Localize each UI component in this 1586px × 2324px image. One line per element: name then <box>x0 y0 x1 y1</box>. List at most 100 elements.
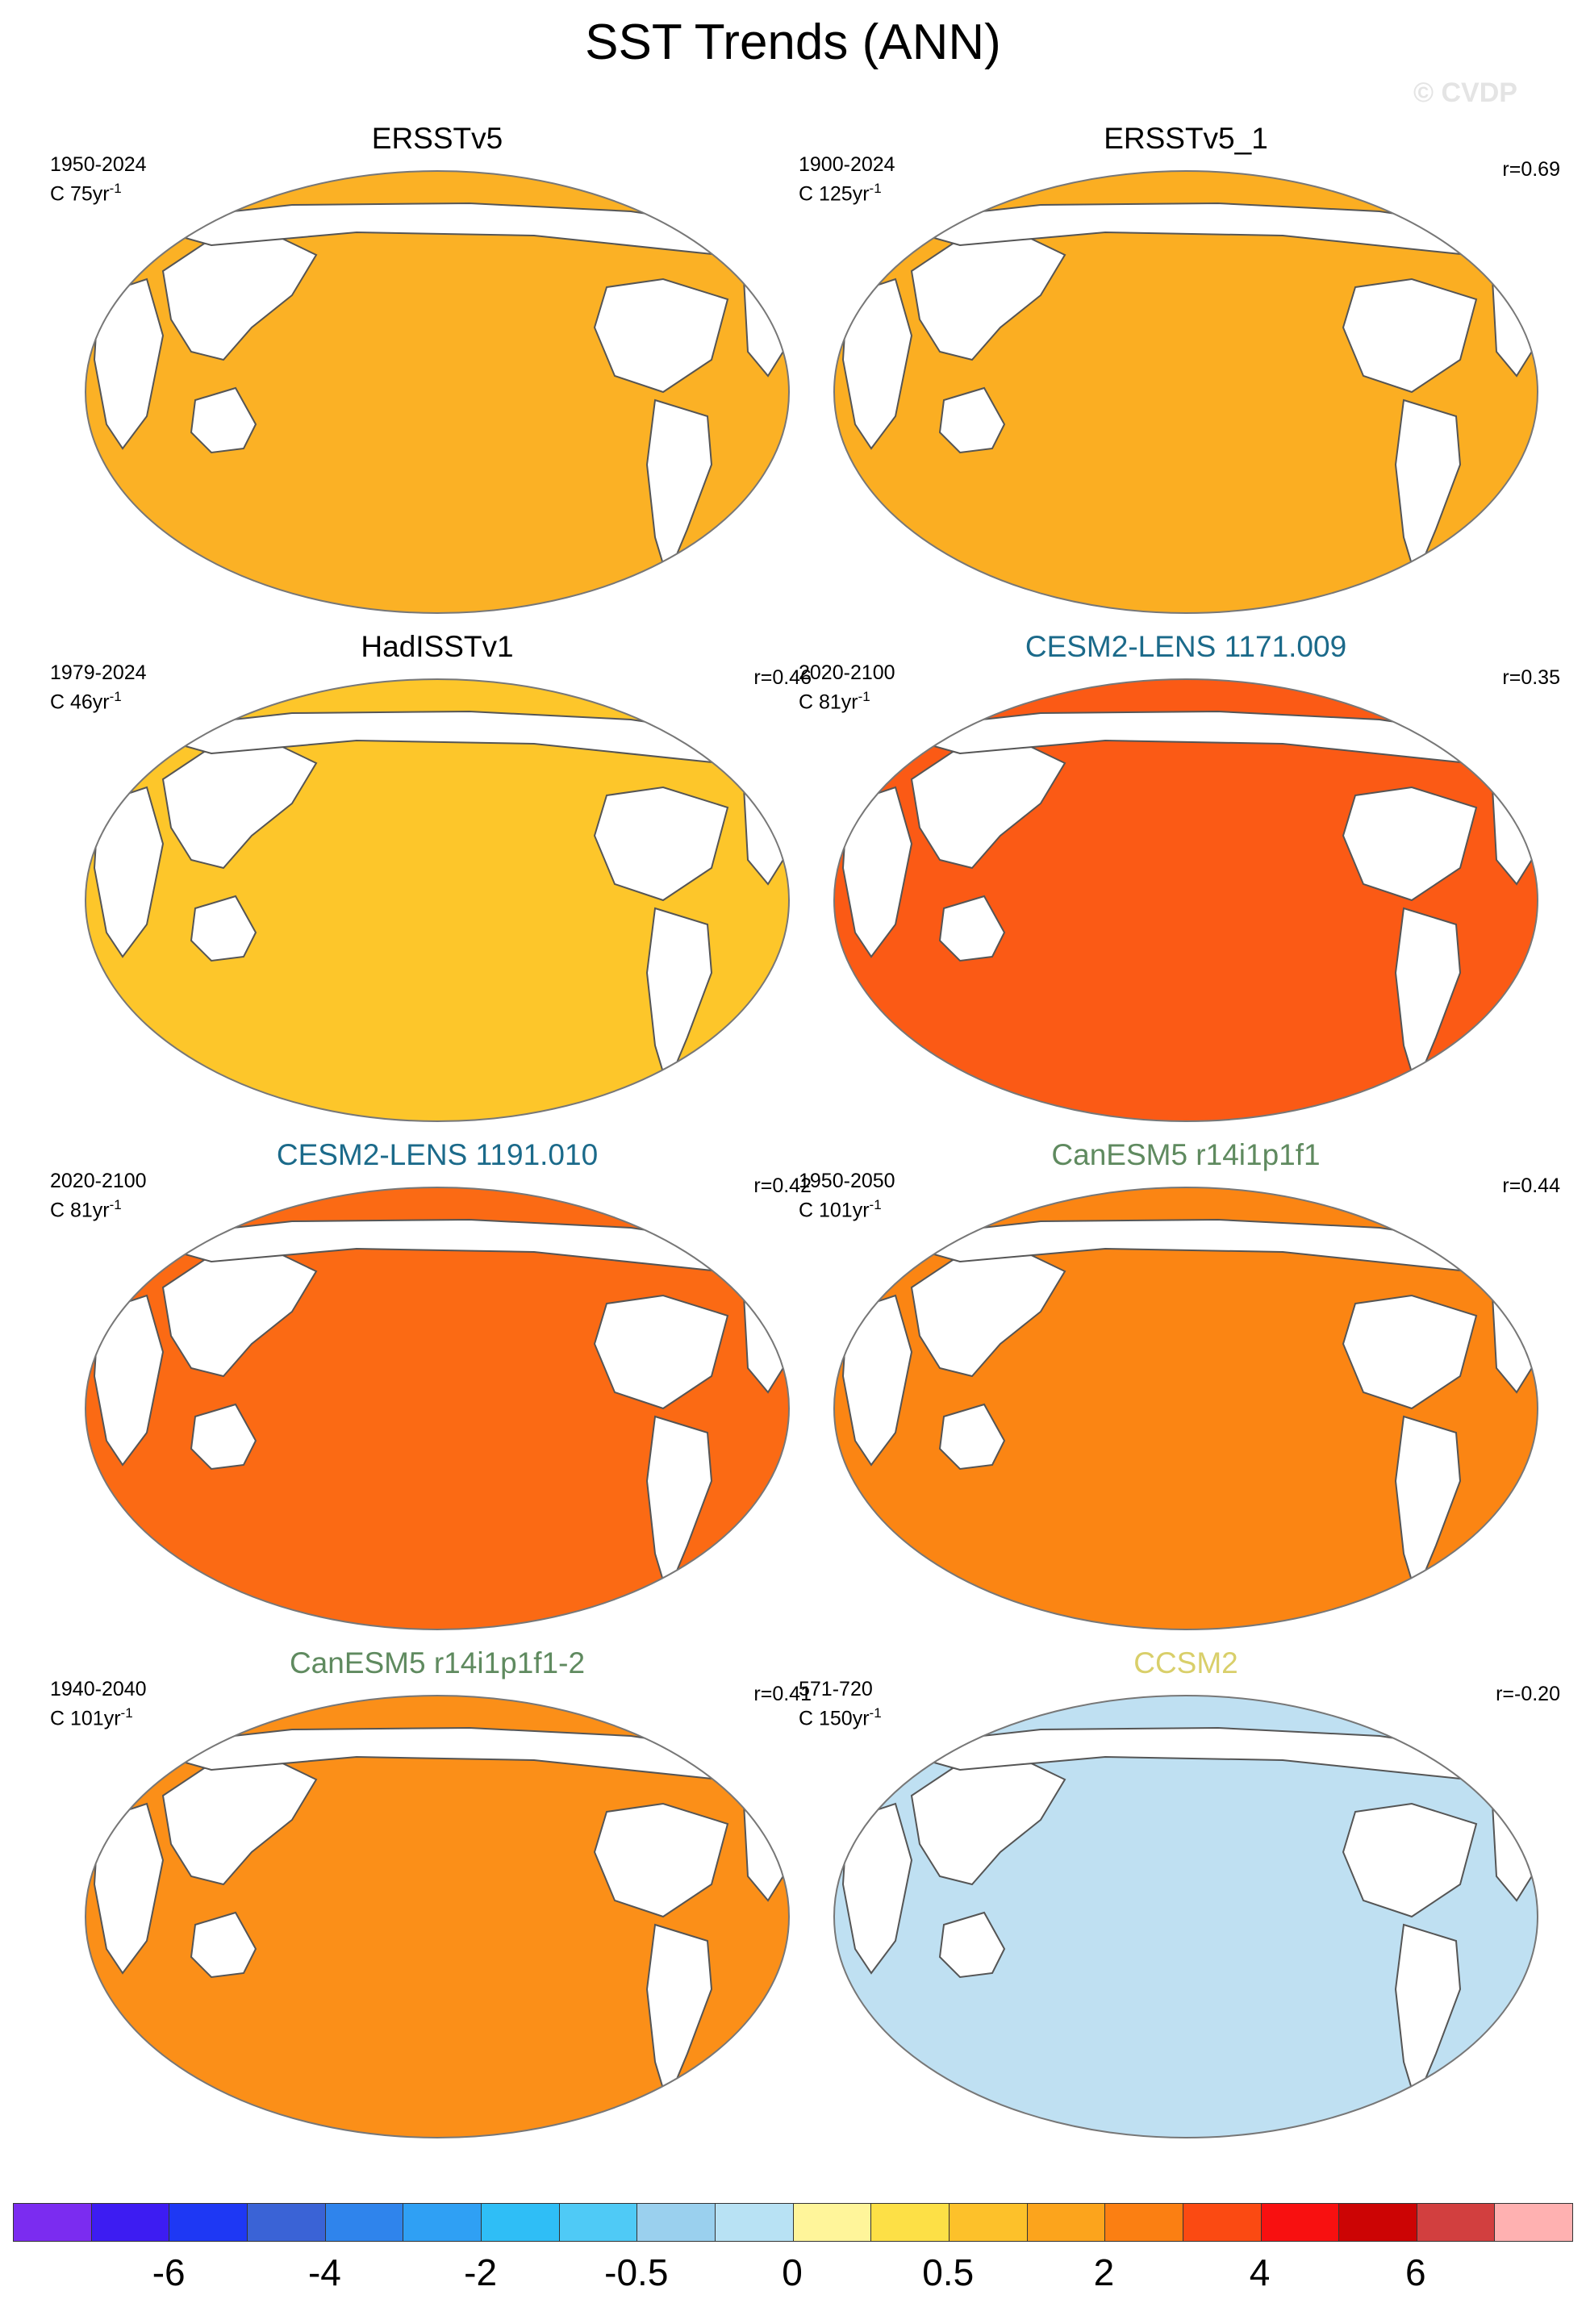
panel-period: 1900-2024 <box>799 153 895 176</box>
colorbar <box>13 2203 1573 2242</box>
panel-units: C 81yr-1 <box>799 686 870 713</box>
map-frame <box>833 678 1538 1122</box>
panel-pattern-correlation: r=0.46 <box>753 666 812 689</box>
panel-units-text: C 125yr <box>799 182 870 206</box>
panel-units-exponent: -1 <box>120 1705 133 1721</box>
land-mask <box>841 1802 913 1975</box>
panel-units: C 150yr-1 <box>799 1702 882 1729</box>
map-frame <box>85 678 790 1122</box>
panel-period: 1950-2050 <box>799 1170 895 1192</box>
land-mask <box>593 277 729 394</box>
colorbar-labels: -6 -4 -2 -0.5 0 0.5 2 4 6 <box>13 2251 1571 2299</box>
panel-units: C 101yr-1 <box>799 1194 882 1221</box>
colorbar-swatch <box>1261 2204 1340 2241</box>
map-panel: CESM2-LENS 1171.009 2020-2100 C 81yr-1 r=0.… <box>799 629 1573 1145</box>
panel-title: ERSSTv5 <box>371 122 503 155</box>
land-mask <box>190 895 257 962</box>
panel-units-exponent: -1 <box>109 1197 122 1212</box>
land-mask <box>593 1294 729 1410</box>
colorbar-swatch <box>169 2204 248 2241</box>
land-mask <box>841 786 913 958</box>
panel-units-text: C 101yr <box>799 1199 870 1222</box>
colorbar-swatch <box>247 2204 326 2241</box>
panel-period: 2020-2100 <box>799 661 895 684</box>
panel-title: CESM2-LENS 1191.010 <box>276 1138 599 1171</box>
panel-units-exponent: -1 <box>869 1705 882 1721</box>
map-panel: CanESM5 r14i1p1f1-2 1940-2040 C 101yr-1 r=0… <box>50 1646 824 2162</box>
land-mask <box>190 386 257 454</box>
colorbar-swatch <box>1417 2204 1496 2241</box>
land-mask <box>93 1294 165 1467</box>
colorbar-tick-label: -0.5 <box>604 2251 669 2293</box>
panel-units-text: C 75yr <box>50 182 110 206</box>
land-mask <box>593 1802 729 1918</box>
land-mask <box>1342 786 1478 902</box>
map-panel: CanESM5 r14i1p1f1 1950-2050 C 101yr-1 r=0.4… <box>799 1137 1573 1654</box>
map-frame <box>85 1187 790 1630</box>
sst-trend-map <box>85 1695 790 2138</box>
panel-units-exponent: -1 <box>109 181 122 196</box>
colorbar-swatch <box>14 2204 92 2241</box>
panel-units: C 46yr-1 <box>50 686 122 713</box>
panel-title: CanESM5 r14i1p1f1-2 <box>289 1646 586 1679</box>
colorbar-swatch <box>559 2204 638 2241</box>
map-frame <box>85 170 790 614</box>
colorbar-tick-label: 0 <box>782 2251 803 2293</box>
map-panel: HadISSTv1 1979-2024 C 46yr-1 r=0.46 <box>50 629 824 1145</box>
land-mask <box>1342 1294 1478 1410</box>
colorbar-tick-label: 6 <box>1405 2251 1426 2293</box>
land-mask <box>938 895 1006 962</box>
panel-units-text: C 46yr <box>50 691 110 714</box>
colorbar-swatch <box>793 2204 872 2241</box>
panel-units-exponent: -1 <box>858 689 870 704</box>
panel-pattern-correlation: r=0.35 <box>1502 666 1560 689</box>
colorbar-swatch <box>1027 2204 1106 2241</box>
panel-period: 1979-2024 <box>50 661 147 684</box>
colorbar-swatch <box>871 2204 950 2241</box>
panel-units-text: C 81yr <box>50 1199 110 1222</box>
panel-units-text: C 81yr <box>799 691 858 714</box>
panel-title: CCSM2 <box>1133 1646 1238 1679</box>
figure-title: SST Trends (ANN) <box>585 15 1001 70</box>
panel-title: HadISSTv1 <box>361 630 514 663</box>
panel-title: ERSSTv5_1 <box>1104 122 1268 155</box>
colorbar-swatch <box>637 2204 716 2241</box>
colorbar-swatch <box>325 2204 404 2241</box>
map-panel: CESM2-LENS 1191.010 2020-2100 C 81yr-1 r=0.… <box>50 1137 824 1654</box>
colorbar-swatch <box>481 2204 560 2241</box>
colorbar-swatch <box>715 2204 794 2241</box>
colorbar-tick-label: -4 <box>307 2251 341 2293</box>
panel-pattern-correlation: r=0.42 <box>753 1175 812 1197</box>
land-mask <box>841 1294 913 1467</box>
colorbar-tick-label: 4 <box>1249 2251 1271 2293</box>
panel-period: 571-720 <box>799 1678 873 1700</box>
watermark: © CVDP <box>1413 77 1517 108</box>
land-mask <box>938 1403 1006 1471</box>
map-frame <box>833 170 1538 614</box>
panel-units: C 125yr-1 <box>799 177 882 205</box>
panel-units-exponent: -1 <box>869 181 882 196</box>
land-mask <box>841 277 913 450</box>
land-mask <box>93 786 165 958</box>
sst-trend-map <box>833 170 1538 614</box>
colorbar-swatch <box>949 2204 1028 2241</box>
sst-trend-map <box>85 678 790 1122</box>
sst-trend-map <box>85 1187 790 1630</box>
panel-units-text: C 150yr <box>799 1707 870 1730</box>
panel-units: C 101yr-1 <box>50 1702 133 1729</box>
panel-period: 2020-2100 <box>50 1170 147 1192</box>
land-mask <box>593 786 729 902</box>
map-panel: ERSSTv5 1950-2024 C 75yr-1 <box>50 121 824 637</box>
colorbar-tick-label: -2 <box>464 2251 498 2293</box>
map-panel: ERSSTv5_1 1900-2024 C 125yr-1 r=0.69 <box>799 121 1573 637</box>
panel-units-exponent: -1 <box>109 689 122 704</box>
land-mask <box>93 1802 165 1975</box>
land-mask <box>93 277 165 450</box>
panel-pattern-correlation: r=0.41 <box>753 1683 812 1705</box>
panel-title: CanESM5 r14i1p1f1 <box>1051 1138 1321 1171</box>
colorbar-swatch <box>403 2204 482 2241</box>
land-mask <box>190 1911 257 1979</box>
map-frame <box>833 1187 1538 1630</box>
colorbar-swatch <box>1339 2204 1417 2241</box>
colorbar-tick-label: 2 <box>1093 2251 1115 2293</box>
